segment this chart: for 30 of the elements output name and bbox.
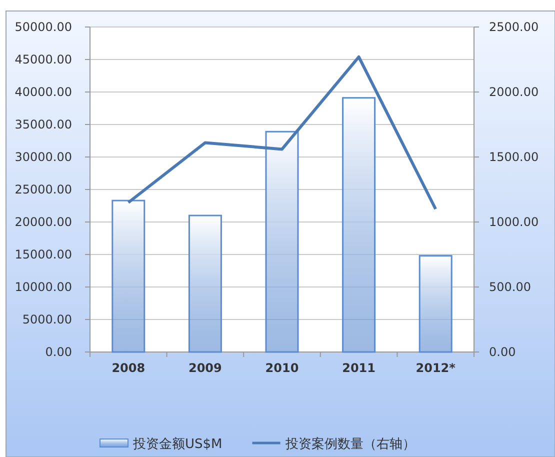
- y2-tick-label: 0.00: [489, 345, 516, 359]
- y2-tick-label: 500.00: [489, 280, 531, 294]
- bar: [265, 130, 299, 353]
- y-tick-label: 50000.00: [14, 20, 72, 34]
- y2-tick-label: 1000.00: [489, 215, 539, 229]
- y-tick-label: 45000.00: [14, 52, 72, 66]
- y-tick-label: 20000.00: [14, 215, 72, 229]
- y-tick-label: 25000.00: [14, 182, 72, 196]
- y2-tick-label: 1500.00: [489, 150, 539, 164]
- y-tick-label: 5000.00: [22, 312, 72, 326]
- legend-label: 投资金额US$M: [132, 437, 222, 452]
- x-tick-label: 2009: [188, 361, 222, 375]
- bar: [188, 214, 222, 353]
- line-series: [126, 55, 438, 210]
- y-tick-label: 40000.00: [14, 85, 72, 99]
- bar: [342, 97, 376, 353]
- y2-tick-label: 2500.00: [489, 20, 539, 34]
- legend-label: 投资案例数量（右轴）: [284, 436, 416, 452]
- x-tick-label: 2010: [265, 361, 299, 375]
- x-tick-label: 2011: [342, 361, 376, 375]
- y2-tick-label: 2000.00: [489, 85, 539, 99]
- y-tick-label: 15000.00: [14, 248, 72, 262]
- x-tick-label: 2008: [112, 361, 146, 375]
- y-tick-label: 0.00: [45, 345, 72, 359]
- bar: [418, 255, 452, 353]
- y-tick-label: 10000.00: [14, 280, 72, 294]
- y-tick-label: 35000.00: [14, 118, 72, 132]
- x-tick-label: 2012*: [416, 361, 456, 375]
- bar: [112, 200, 146, 353]
- y-tick-label: 30000.00: [14, 150, 72, 164]
